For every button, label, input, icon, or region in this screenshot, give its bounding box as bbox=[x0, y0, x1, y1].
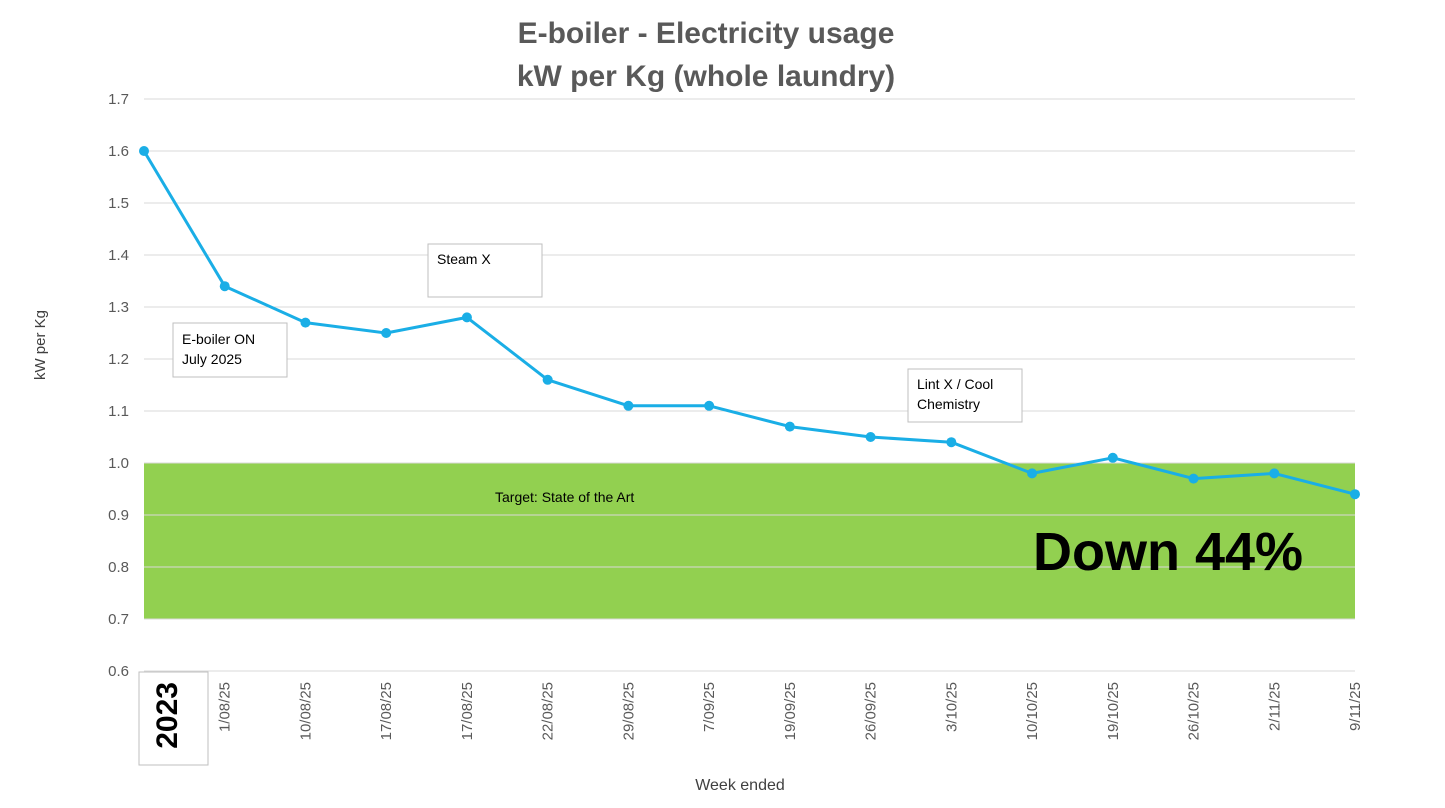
y-tick-label: 1.2 bbox=[108, 351, 129, 368]
data-point bbox=[865, 432, 876, 442]
data-point bbox=[1350, 489, 1360, 500]
down-percent-label: Down 44% bbox=[1033, 522, 1303, 582]
x-tick-label: 9/11/25 bbox=[1347, 682, 1364, 731]
annotation-eboiler-line1: E-boiler ON bbox=[182, 331, 255, 347]
chart-title-line1: E-boiler - Electricity usage bbox=[518, 17, 895, 50]
target-band-label: Target: State of the Art bbox=[495, 489, 634, 505]
x-tick-label: 22/08/25 bbox=[540, 682, 557, 740]
x-tick-label: 10/08/25 bbox=[297, 682, 314, 740]
y-tick-label: 1.7 bbox=[108, 91, 129, 108]
x-tick-label: 10/10/25 bbox=[1024, 682, 1041, 740]
y-tick-label: 0.8 bbox=[108, 559, 129, 576]
annotation-lint-line2: Chemistry bbox=[917, 396, 980, 412]
x-tick-label: 29/08/25 bbox=[620, 682, 637, 740]
y-tick-label: 1.5 bbox=[108, 195, 129, 212]
x-tick-label: 26/09/25 bbox=[863, 682, 880, 740]
data-point bbox=[139, 146, 149, 156]
first-category-box bbox=[138, 671, 209, 766]
annotation-lint-line1: Lint X / Cool bbox=[917, 376, 993, 392]
gridlines bbox=[144, 98, 1355, 672]
data-point bbox=[784, 421, 795, 432]
data-point bbox=[1107, 452, 1118, 463]
y-tick-labels: 0.6 0.7 0.8 0.9 1.0 1.1 1.2 1.3 1.4 1.5 1.6 1.7 bbox=[108, 91, 129, 680]
x-axis-title: Week ended bbox=[695, 777, 785, 794]
y-tick-label: 1.0 bbox=[108, 455, 129, 472]
data-point bbox=[461, 312, 472, 323]
data-point bbox=[946, 437, 957, 448]
x-tick-label: 3/10/25 bbox=[943, 682, 960, 732]
y-tick-label: 1.4 bbox=[108, 247, 129, 264]
series-line bbox=[142, 150, 1356, 496]
data-point bbox=[219, 281, 230, 292]
x-tick-label: 19/09/25 bbox=[782, 682, 799, 740]
y-tick-label: 0.9 bbox=[108, 507, 129, 524]
y-tick-label: 1.3 bbox=[108, 299, 129, 316]
x-tick-label: 1/08/25 bbox=[217, 682, 234, 732]
x-tick-label: 26/10/25 bbox=[1186, 682, 1203, 740]
x-tick-label: 19/10/25 bbox=[1105, 682, 1122, 740]
chart-title-line2: kW per Kg (whole laundry) bbox=[517, 60, 895, 93]
annotation-steam-text: Steam X bbox=[437, 251, 491, 267]
x-tick-labels: 2023 1/08/25 10/08/25 17/08/25 17/08/25 22/08… bbox=[138, 671, 1364, 766]
data-point bbox=[1269, 468, 1280, 479]
y-tick-label: 1.1 bbox=[108, 403, 129, 420]
x-tick-label: 17/08/25 bbox=[459, 682, 476, 740]
data-point bbox=[704, 400, 715, 411]
x-tick-label: 2023 bbox=[151, 682, 184, 749]
data-point bbox=[1188, 473, 1199, 484]
x-tick-label: 17/08/25 bbox=[378, 682, 395, 740]
data-point bbox=[623, 400, 634, 411]
y-axis-title: kW per Kg bbox=[32, 310, 49, 380]
data-point bbox=[381, 328, 392, 338]
x-tick-label: 2/11/25 bbox=[1266, 682, 1283, 731]
data-point bbox=[542, 374, 553, 385]
data-point bbox=[1027, 468, 1038, 479]
annotation-lint: Lint X / Cool Chemistry bbox=[907, 368, 1023, 423]
annotation-steam: Steam X bbox=[427, 243, 543, 298]
annotation-eboiler: E-boiler ON July 2025 bbox=[172, 322, 288, 378]
annotation-eboiler-line2: July 2025 bbox=[182, 351, 242, 367]
y-tick-label: 0.6 bbox=[108, 663, 129, 680]
data-point bbox=[300, 317, 311, 328]
y-tick-label: 0.7 bbox=[108, 611, 129, 628]
target-band bbox=[144, 463, 1355, 619]
series-markers bbox=[139, 146, 1360, 500]
y-tick-label: 1.6 bbox=[108, 143, 129, 160]
x-tick-label: 7/09/25 bbox=[701, 682, 718, 732]
